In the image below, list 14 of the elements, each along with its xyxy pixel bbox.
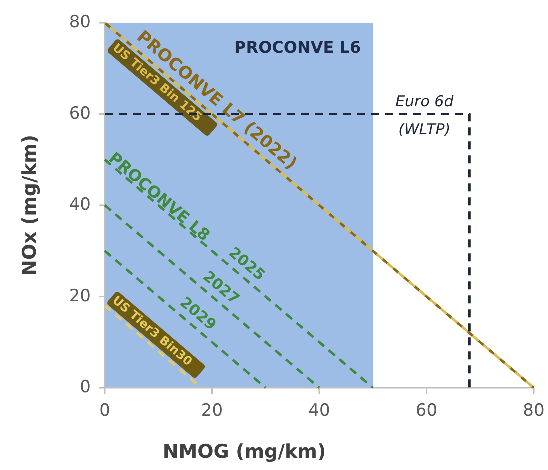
x-tick-label: 0 bbox=[100, 401, 110, 421]
x-axis-title: NMOG (mg/km) bbox=[162, 441, 326, 463]
band-label: PROCONVE L6 bbox=[234, 38, 362, 57]
y-tick-label: 40 bbox=[69, 195, 91, 216]
y-tick-label: 80 bbox=[69, 12, 91, 33]
x-tick-label: 40 bbox=[308, 401, 330, 421]
y-tick-label: 20 bbox=[69, 286, 91, 306]
y-tick-label: 0 bbox=[80, 378, 91, 398]
x-tick-label: 20 bbox=[201, 401, 224, 421]
y-tick-label: 60 bbox=[69, 104, 91, 124]
y-axis-title: NOx (mg/km) bbox=[19, 134, 41, 276]
series-label: Euro 6d (WLTP) bbox=[396, 92, 454, 138]
x-tick-label: 60 bbox=[416, 401, 438, 421]
x-tick-label: 80 bbox=[523, 401, 545, 421]
